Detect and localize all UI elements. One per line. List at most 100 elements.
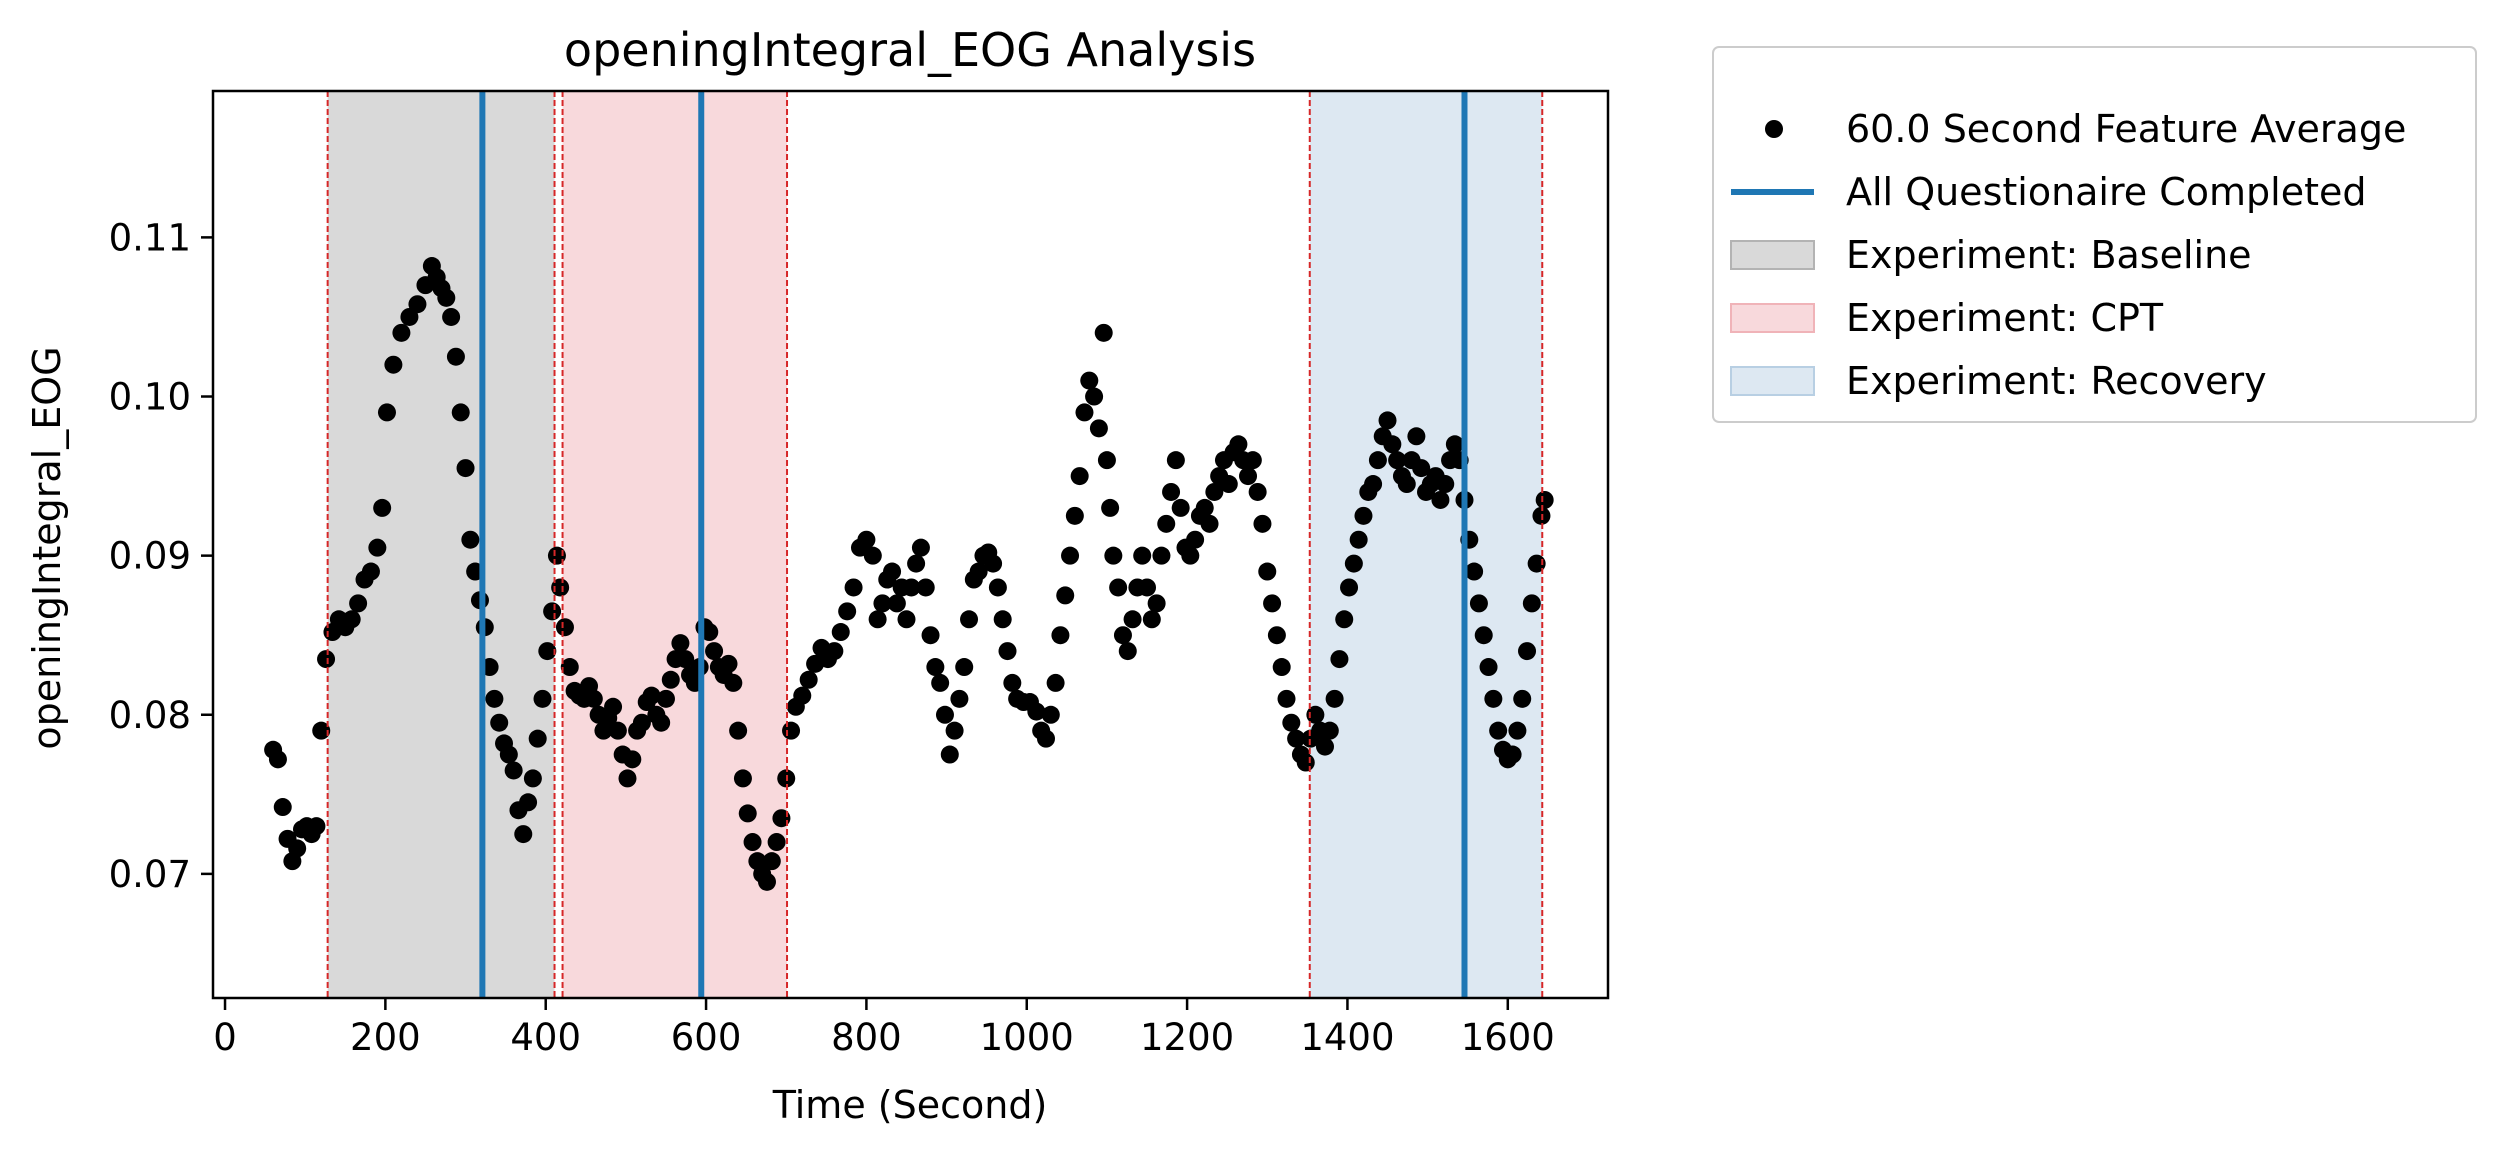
data-point-166: [1109, 578, 1128, 597]
data-point-245: [1489, 721, 1508, 740]
legend-label-0: 60.0 Second Feature Average: [1846, 107, 2406, 151]
data-point-209: [1315, 737, 1334, 756]
data-point-116: [868, 610, 887, 629]
data-point-199: [1267, 626, 1286, 645]
data-point-213: [1335, 610, 1354, 629]
y-tick-label-1: 0.08: [109, 694, 191, 737]
data-point-249: [1508, 721, 1527, 740]
data-point-162: [1094, 323, 1113, 342]
data-point-202: [1282, 713, 1301, 732]
data-point-65: [604, 697, 623, 716]
data-point-242: [1474, 626, 1493, 645]
data-point-86: [705, 642, 724, 661]
data-point-160: [1085, 387, 1104, 406]
data-point-134: [955, 658, 974, 677]
x-tick-label-3: 600: [671, 1016, 742, 1059]
data-point-255: [1535, 490, 1554, 509]
data-point-41: [490, 713, 509, 732]
data-point-2: [273, 798, 292, 817]
x-tick-label-0: 0: [213, 1016, 237, 1059]
data-point-226: [1397, 475, 1416, 494]
data-point-114: [857, 530, 876, 549]
data-point-178: [1166, 451, 1185, 470]
data-point-93: [738, 804, 757, 823]
data-point-251: [1518, 642, 1537, 661]
chart-title: openingIntegral_EOG Analysis: [564, 23, 1256, 77]
data-point-55: [555, 618, 574, 637]
data-point-126: [916, 578, 935, 597]
data-point-144: [1003, 673, 1022, 692]
data-point-130: [935, 705, 954, 724]
data-point-161: [1089, 419, 1108, 438]
data-point-31: [442, 307, 461, 326]
data-point-198: [1263, 594, 1282, 613]
data-point-21: [377, 403, 396, 422]
data-point-220: [1368, 451, 1387, 470]
data-point-140: [984, 554, 1003, 573]
data-point-215: [1344, 554, 1363, 573]
y-axis-label: openingIntegral_EOG: [25, 346, 69, 749]
data-point-154: [1056, 586, 1075, 605]
data-point-158: [1075, 403, 1094, 422]
data-point-194: [1243, 451, 1262, 470]
data-point-228: [1407, 427, 1426, 446]
x-axis-label: Time (Second): [772, 1083, 1048, 1127]
data-point-112: [844, 578, 863, 597]
data-point-152: [1046, 673, 1065, 692]
data-point-48: [523, 769, 542, 788]
x-tick-label-6: 1200: [1140, 1016, 1234, 1059]
data-point-236: [1445, 435, 1464, 454]
data-point-34: [456, 459, 475, 478]
data-point-191: [1229, 435, 1248, 454]
data-point-98: [762, 852, 781, 871]
data-point-54: [551, 578, 570, 597]
data-point-89: [719, 654, 738, 673]
data-point-211: [1325, 689, 1344, 708]
data-point-253: [1527, 554, 1546, 573]
legend-label-3: Experiment: CPT: [1846, 296, 2164, 340]
data-point-223: [1383, 435, 1402, 454]
data-point-141: [988, 578, 1007, 597]
y-tick-label-3: 0.10: [109, 376, 191, 419]
data-point-185: [1200, 514, 1219, 533]
data-point-104: [793, 686, 812, 705]
data-point-210: [1320, 721, 1339, 740]
data-point-155: [1061, 546, 1080, 565]
data-point-110: [831, 623, 850, 642]
data-point-250: [1513, 689, 1532, 708]
data-point-229: [1412, 459, 1431, 478]
data-point-79: [671, 634, 690, 653]
span-0: [327, 91, 555, 998]
data-point-132: [945, 721, 964, 740]
data-point-168: [1118, 642, 1137, 661]
data-point-165: [1104, 546, 1123, 565]
data-point-51: [538, 642, 557, 661]
data-point-197: [1258, 562, 1277, 581]
data-point-123: [902, 578, 921, 597]
data-point-15: [342, 610, 361, 629]
x-tick-label-1: 200: [350, 1016, 421, 1059]
data-point-212: [1330, 650, 1349, 669]
data-point-91: [729, 721, 748, 740]
data-point-153: [1051, 626, 1070, 645]
data-point-216: [1349, 530, 1368, 549]
data-point-181: [1181, 546, 1200, 565]
data-point-240: [1465, 562, 1484, 581]
data-point-19: [368, 538, 387, 557]
data-point-119: [883, 562, 902, 581]
data-point-157: [1070, 467, 1089, 486]
data-point-217: [1354, 506, 1373, 525]
data-point-99: [767, 833, 786, 852]
data-point-23: [392, 323, 411, 342]
data-point-77: [661, 670, 680, 689]
data-point-186: [1205, 482, 1224, 501]
y-tick-label-2: 0.09: [109, 535, 191, 578]
x-tick-label-8: 1600: [1461, 1016, 1555, 1059]
data-point-56: [560, 658, 579, 677]
data-point-129: [931, 673, 950, 692]
data-point-176: [1157, 514, 1176, 533]
data-point-85: [700, 623, 719, 642]
x-tick-label-2: 400: [510, 1016, 581, 1059]
data-point-135: [960, 610, 979, 629]
data-point-109: [825, 642, 844, 661]
